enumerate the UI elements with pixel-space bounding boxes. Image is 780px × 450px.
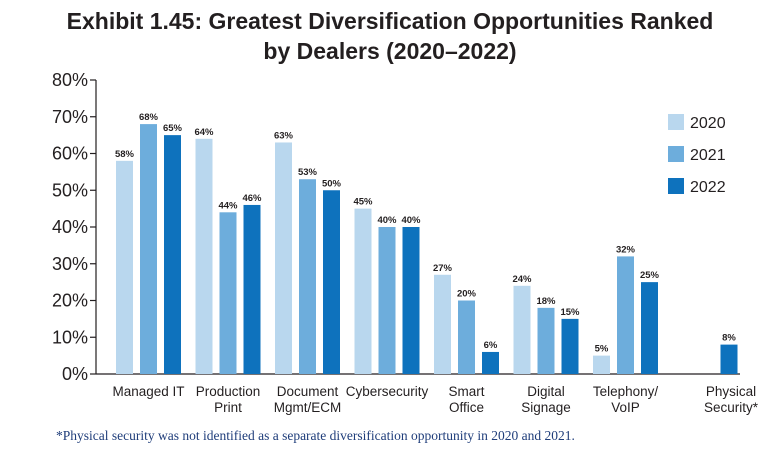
data-label: 18%	[536, 296, 556, 307]
x-tick-label: Print	[214, 400, 242, 415]
bar-2022	[720, 344, 738, 374]
bar-2021	[617, 256, 634, 374]
bar-2021	[299, 179, 316, 374]
bar-2020	[513, 285, 531, 374]
x-tick-label: Managed IT	[112, 384, 184, 399]
bar-chart: 0% 10% 20% 30% 40% 50% 60% 70% 80% 58% 68% 65% 64% 4…	[52, 70, 759, 415]
x-tick-label: Mgmt/ECM	[274, 400, 342, 415]
bar-2020	[434, 274, 451, 374]
data-label: 5%	[595, 344, 609, 355]
legend-swatch-2021	[668, 146, 684, 162]
bar-2021	[219, 212, 237, 374]
y-tick-label: 40%	[52, 217, 88, 237]
bars: 58% 68% 65% 64% 44% 46% 63% 53% 50% 45% 40% 40% 27% 2…	[115, 112, 738, 374]
y-tick-label: 0%	[62, 364, 88, 384]
legend-swatch-2020	[668, 114, 684, 130]
bar-2022	[243, 204, 261, 374]
data-label: 45%	[353, 197, 373, 208]
legend-swatch-2022	[668, 178, 684, 194]
x-tick-label: Digital	[527, 384, 565, 399]
bar-2020	[195, 138, 213, 374]
x-tick-label: Smart	[448, 384, 484, 399]
bar-2021	[458, 300, 475, 374]
x-tick-label: Cybersecurity	[346, 384, 429, 399]
data-label: 65%	[163, 123, 183, 134]
data-label: 20%	[457, 289, 477, 300]
bar-2020	[116, 160, 133, 374]
data-label: 8%	[722, 333, 736, 344]
bar-2021	[537, 307, 555, 374]
bar-2022	[561, 318, 579, 374]
bar-2020	[275, 142, 292, 374]
data-label: 40%	[377, 215, 397, 226]
y-tick-label: 80%	[52, 70, 88, 90]
y-tick-label: 30%	[52, 254, 88, 274]
data-label: 15%	[560, 307, 580, 318]
data-label: 27%	[433, 263, 453, 274]
x-tick-label: Production	[196, 384, 261, 399]
x-tick-label: Physical	[706, 384, 756, 399]
y-tick-label: 10%	[52, 327, 88, 347]
data-label: 53%	[298, 167, 318, 178]
x-tick-label: Signage	[521, 400, 571, 415]
legend-label-2021: 2021	[690, 147, 726, 164]
y-tick-label: 60%	[52, 144, 88, 164]
data-label: 46%	[242, 193, 262, 204]
bar-2022	[641, 282, 658, 374]
y-axis-ticks: 0% 10% 20% 30% 40% 50% 60% 70% 80%	[52, 70, 96, 384]
bar-2022	[164, 135, 181, 374]
legend: 2020 2021 2022	[668, 114, 726, 196]
data-label: 64%	[194, 127, 214, 138]
data-label: 50%	[322, 178, 342, 189]
bar-2021	[378, 227, 396, 374]
x-tick-label: Document	[277, 384, 339, 399]
data-label: 24%	[512, 274, 532, 285]
chart-title: Exhibit 1.45: Greatest Diversification O…	[0, 6, 780, 66]
x-tick-label: Security*	[704, 400, 759, 415]
footnote: *Physical security was not identified as…	[56, 428, 575, 443]
data-label: 68%	[139, 112, 159, 123]
x-tick-label: VoIP	[611, 400, 640, 415]
chart-title-line-1: Exhibit 1.45: Greatest Diversification O…	[66, 8, 714, 34]
bar-2020	[354, 208, 372, 374]
chart-title-line-2: by Dealers (2020–2022)	[263, 38, 517, 64]
data-label: 63%	[274, 130, 294, 141]
bar-2022	[482, 351, 499, 374]
data-label: 6%	[484, 340, 498, 351]
legend-label-2020: 2020	[690, 115, 726, 132]
y-tick-label: 50%	[52, 180, 88, 200]
bar-2022	[402, 227, 420, 374]
bar-2022	[323, 190, 340, 374]
data-label: 25%	[640, 270, 660, 281]
bar-2020	[593, 355, 610, 374]
y-tick-label: 70%	[52, 107, 88, 127]
data-label: 40%	[401, 215, 421, 226]
legend-label-2022: 2022	[690, 179, 726, 196]
bar-2021	[140, 124, 157, 374]
x-tick-label: Office	[449, 400, 484, 415]
data-label: 32%	[616, 244, 636, 255]
data-label: 58%	[115, 149, 135, 160]
y-tick-label: 20%	[52, 291, 88, 311]
x-tick-label: Telephony/	[593, 384, 659, 399]
data-label: 44%	[218, 200, 238, 211]
